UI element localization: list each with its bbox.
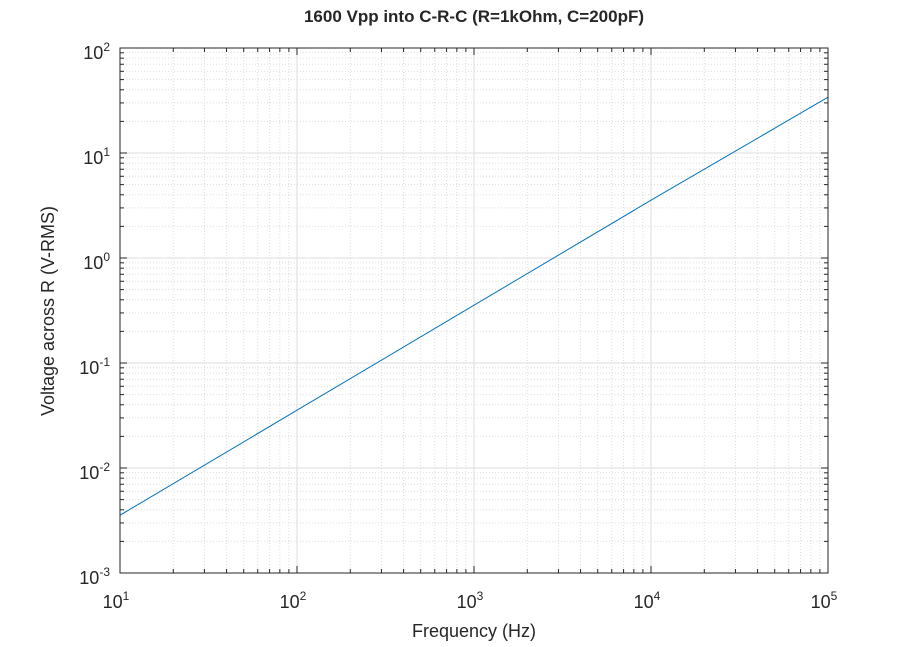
x-tick-label: 105 xyxy=(811,589,838,612)
y-axis-label: Voltage across R (V-RMS) xyxy=(38,206,58,416)
series-line xyxy=(119,96,829,516)
x-tick-label: 102 xyxy=(280,589,307,612)
x-tick-label: 103 xyxy=(457,589,484,612)
y-tick-label: 10-2 xyxy=(79,460,110,483)
y-tick-label: 10-3 xyxy=(79,565,110,588)
x-tick-labels: 101 102 103 104 105 xyxy=(103,589,838,612)
y-tick-labels: 10-3 10-2 10-1 100 101 102 xyxy=(79,40,110,588)
y-tick-label: 10-1 xyxy=(79,355,110,378)
y-tick-label: 101 xyxy=(83,145,110,168)
tick-marks xyxy=(119,47,829,574)
x-tick-label: 104 xyxy=(634,589,661,612)
x-axis-label: Frequency (Hz) xyxy=(412,621,536,641)
y-tick-label: 100 xyxy=(83,250,110,273)
grid xyxy=(119,47,829,574)
y-tick-label: 102 xyxy=(83,40,110,63)
chart-title: 1600 Vpp into C-R-C (R=1kOhm, C=200pF) xyxy=(304,7,644,26)
x-tick-label: 101 xyxy=(103,589,130,612)
series-layer xyxy=(119,96,829,516)
